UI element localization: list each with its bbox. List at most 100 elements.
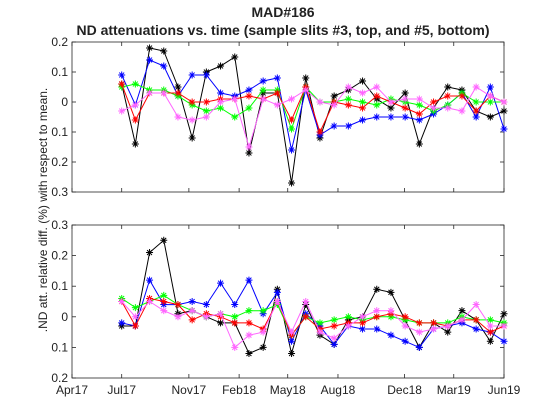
data-point-asterisk — [373, 313, 381, 321]
y-tick-label: 0.1 — [51, 340, 68, 354]
data-point-asterisk — [174, 83, 182, 91]
data-point-asterisk — [500, 322, 508, 330]
data-point-asterisk — [458, 316, 466, 324]
data-point-asterisk — [188, 71, 196, 79]
data-point-asterisk — [444, 328, 452, 336]
data-point-asterisk — [245, 149, 253, 157]
data-point-asterisk — [330, 101, 338, 109]
series-line-top-4 — [121, 86, 505, 149]
data-point-asterisk — [118, 319, 126, 327]
series-line-bottom-2 — [121, 294, 505, 337]
data-point-asterisk — [245, 143, 253, 151]
x-tick-label: Aug18 — [321, 383, 356, 397]
data-point-asterisk — [430, 104, 438, 112]
data-point-asterisk — [344, 122, 352, 130]
data-point-asterisk — [387, 113, 395, 121]
data-point-asterisk — [245, 276, 253, 284]
data-point-asterisk — [245, 92, 253, 100]
series-line-bottom-3 — [121, 297, 505, 337]
x-tick-label: Feb18 — [222, 383, 256, 397]
data-point-asterisk — [231, 53, 239, 61]
data-point-asterisk — [373, 285, 381, 293]
data-point-asterisk — [146, 89, 154, 97]
data-point-asterisk — [415, 328, 423, 336]
data-point-asterisk — [146, 44, 154, 52]
data-point-asterisk — [288, 337, 296, 345]
data-point-asterisk — [217, 319, 225, 327]
data-point-asterisk — [160, 89, 168, 97]
data-point-asterisk — [273, 298, 281, 305]
data-point-asterisk — [415, 116, 423, 124]
data-point-asterisk — [259, 328, 267, 336]
data-point-asterisk — [359, 319, 367, 327]
data-point-asterisk — [302, 298, 310, 305]
data-point-asterisk — [288, 95, 296, 103]
data-point-asterisk — [160, 47, 168, 55]
y-tick-label: 0.2 — [51, 371, 68, 385]
data-point-asterisk — [259, 95, 267, 103]
data-point-asterisk — [160, 62, 168, 70]
data-point-asterisk — [316, 128, 324, 136]
data-point-asterisk — [401, 89, 409, 97]
data-point-asterisk — [217, 62, 225, 70]
data-point-asterisk — [202, 301, 210, 309]
data-point-asterisk — [273, 89, 281, 97]
data-point-asterisk — [330, 316, 338, 324]
data-point-asterisk — [444, 92, 452, 100]
data-point-asterisk — [359, 325, 367, 333]
data-point-asterisk — [131, 80, 139, 88]
data-point-asterisk — [259, 343, 267, 351]
data-point-asterisk — [401, 104, 409, 112]
data-point-asterisk — [344, 101, 352, 109]
data-point-asterisk — [245, 86, 253, 94]
data-point-asterisk — [472, 325, 480, 333]
y-tick-label: 0 — [61, 310, 68, 324]
data-point-asterisk — [444, 83, 452, 91]
data-point-asterisk — [486, 316, 494, 324]
data-point-asterisk — [146, 298, 154, 305]
top-panel: 0.2 0.1 0 0.1 0.2 0.3 — [51, 35, 508, 199]
data-point-asterisk — [330, 92, 338, 100]
data-point-asterisk — [302, 313, 310, 321]
data-point-asterisk — [359, 104, 367, 112]
data-point-asterisk — [486, 83, 494, 91]
data-point-asterisk — [131, 304, 139, 312]
data-point-asterisk — [401, 313, 409, 321]
data-point-asterisk — [430, 325, 438, 333]
data-point-asterisk — [472, 301, 480, 309]
data-point-asterisk — [472, 316, 480, 324]
data-point-asterisk — [302, 74, 310, 82]
series-line-bottom-4 — [121, 300, 504, 349]
data-point-asterisk — [217, 310, 225, 318]
x-tick-label: Apr17 — [56, 383, 88, 397]
data-point-asterisk — [146, 249, 154, 257]
y-tick-label: 0.3 — [51, 185, 68, 199]
data-point-asterisk — [330, 334, 338, 342]
data-point-asterisk — [387, 288, 395, 296]
data-point-asterisk — [118, 71, 126, 79]
data-point-asterisk — [415, 110, 423, 118]
x-tick-label: Jul17 — [107, 383, 136, 397]
data-point-asterisk — [373, 325, 381, 333]
series-line-top-1 — [121, 59, 505, 151]
data-point-asterisk — [202, 71, 210, 79]
data-point-asterisk — [415, 319, 423, 327]
data-point-asterisk — [359, 313, 367, 321]
plot-area-bottom — [71, 224, 505, 379]
data-point-asterisk — [359, 116, 367, 124]
data-point-asterisk — [245, 104, 253, 112]
data-point-asterisk — [188, 298, 196, 305]
data-point-asterisk — [231, 113, 239, 121]
data-point-asterisk — [245, 319, 253, 327]
data-point-asterisk — [500, 125, 508, 133]
data-point-asterisk — [458, 92, 466, 100]
data-point-asterisk — [500, 337, 508, 345]
data-point-asterisk — [231, 301, 239, 309]
data-point-asterisk — [118, 298, 126, 305]
x-tick-label: May18 — [270, 383, 306, 397]
data-point-asterisk — [401, 95, 409, 103]
data-point-asterisk — [174, 113, 182, 121]
data-point-asterisk — [259, 77, 267, 85]
data-point-asterisk — [415, 140, 423, 148]
